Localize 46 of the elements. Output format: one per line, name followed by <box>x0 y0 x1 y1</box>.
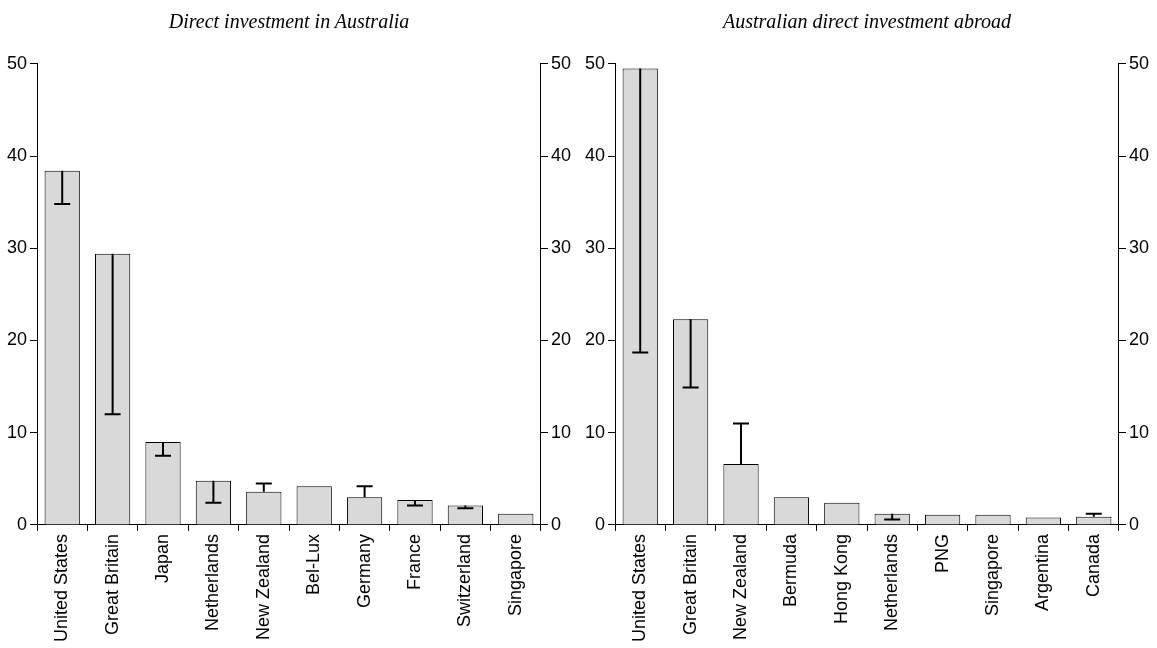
x-tick-label: New Zealand <box>252 533 273 640</box>
y-tick-label: 10 <box>584 421 606 442</box>
y-tick-label: 10 <box>6 421 28 442</box>
y2-tick-label: 0 <box>550 513 561 534</box>
x-tick-label: France <box>403 533 424 590</box>
chart-title: Australian direct investment abroad <box>721 10 1012 33</box>
x-tick-label: United States <box>629 533 650 642</box>
x-tick-label: Netherlands <box>881 533 902 631</box>
x-tick-label: Bel-Lux <box>303 533 324 595</box>
x-tick-label: Great Britain <box>101 533 122 635</box>
chart-title: Direct investment in Australia <box>167 10 411 33</box>
x-tick-label: Argentina <box>1032 532 1053 611</box>
x-tick-label: Canada <box>1082 532 1103 597</box>
x-tick-label: New Zealand <box>729 533 750 640</box>
y-tick-label: 20 <box>584 329 606 350</box>
y2-tick-label: 20 <box>1128 329 1150 350</box>
y2-tick-label: 30 <box>550 237 572 258</box>
y2-tick-label: 20 <box>550 329 572 350</box>
y-tick-label: 0 <box>595 513 606 534</box>
x-tick-label: Singapore <box>981 533 1002 617</box>
y-tick-label: 40 <box>6 145 28 165</box>
y2-tick-label: 50 <box>550 52 572 73</box>
y-tick-label: 20 <box>6 329 28 350</box>
x-tick-label: PNG <box>931 533 952 573</box>
x-tick-label: Great Britain <box>679 533 700 635</box>
x-tick-label: Singapore <box>504 533 525 617</box>
y2-tick-label: 40 <box>1128 145 1150 165</box>
x-tick-label: Germany <box>353 533 374 608</box>
y2-tick-label: 40 <box>550 145 572 165</box>
y-tick-label: 50 <box>584 52 606 73</box>
y-tick-label: 50 <box>6 52 28 73</box>
y-tick-label: 40 <box>584 145 606 165</box>
y-tick-label: 0 <box>17 513 28 534</box>
y2-tick-label: 30 <box>1128 237 1150 258</box>
x-tick-label: Hong Kong <box>830 533 851 625</box>
y-tick-label: 30 <box>584 237 606 258</box>
x-tick-label: Bermuda <box>780 532 801 607</box>
x-tick-label: Netherlands <box>202 533 223 631</box>
y2-tick-label: 10 <box>1128 421 1150 442</box>
y2-tick-label: 10 <box>550 421 572 442</box>
x-tick-label: Switzerland <box>454 533 475 627</box>
x-tick-label: United States <box>51 533 72 642</box>
x-tick-label: Japan <box>151 533 172 583</box>
y2-tick-label: 50 <box>1128 52 1150 73</box>
y-tick-label: 30 <box>6 237 28 258</box>
y2-tick-label: 0 <box>1128 513 1139 534</box>
